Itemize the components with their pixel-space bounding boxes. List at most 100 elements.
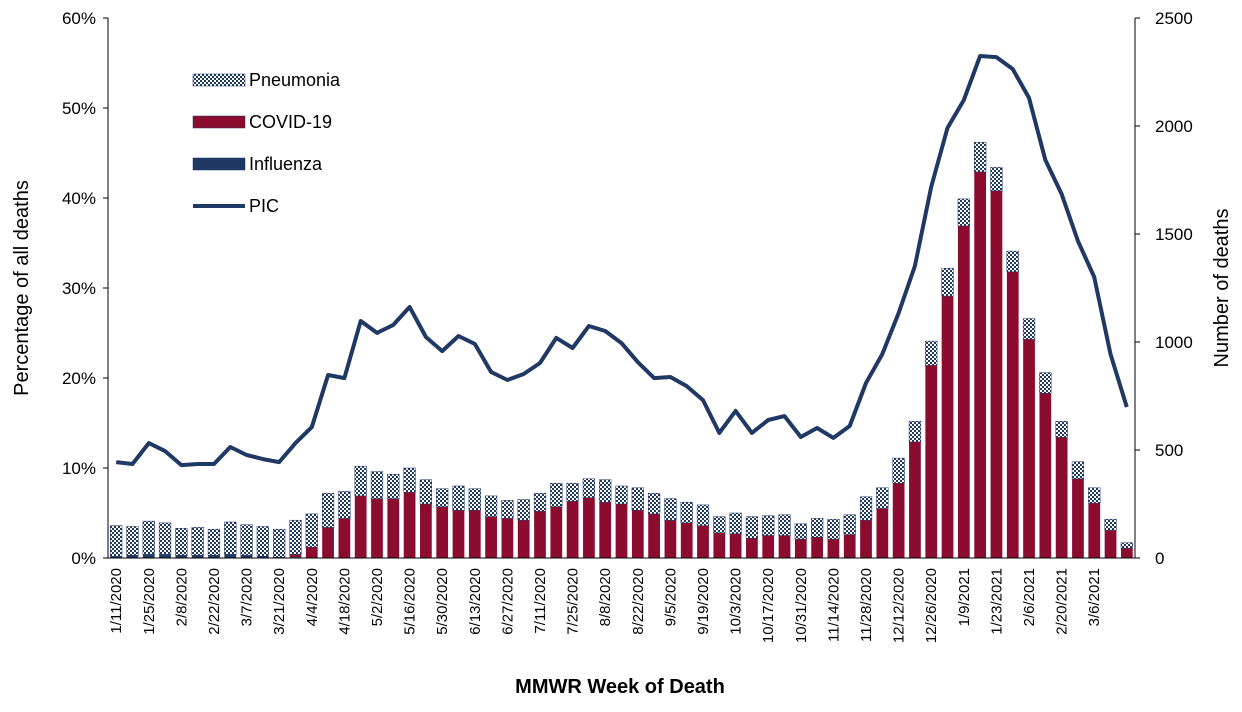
bar-segment xyxy=(1104,519,1117,531)
x-tick-label: 1/25/2020 xyxy=(141,568,158,635)
bar-segment xyxy=(273,528,286,558)
x-tick-label: 4/18/2020 xyxy=(336,568,353,635)
x-tick-label: 12/26/2020 xyxy=(923,568,940,643)
bar-segment xyxy=(126,555,139,558)
bar-segment xyxy=(484,495,498,517)
bar-segment xyxy=(909,441,921,558)
bar-segment xyxy=(191,555,204,558)
x-tick-label: 2/22/2020 xyxy=(206,568,223,635)
x-tick-label: 4/4/2020 xyxy=(304,568,321,626)
bar-segment xyxy=(1072,478,1084,558)
bar-segment xyxy=(843,534,856,558)
legend-swatch xyxy=(192,157,246,171)
bar-segment xyxy=(631,487,644,511)
bar-segment xyxy=(517,520,530,558)
bar-segment xyxy=(860,520,872,558)
bar-segment xyxy=(322,527,334,558)
bar-segment xyxy=(778,514,791,536)
bar-segment xyxy=(175,528,188,556)
x-tick-label: 2/20/2021 xyxy=(1054,568,1071,635)
legend-swatch xyxy=(192,115,246,129)
bar-segment xyxy=(403,492,416,558)
bar-segment xyxy=(1055,420,1068,438)
bar-segment xyxy=(794,523,807,540)
x-tick-label: 5/30/2020 xyxy=(434,568,451,635)
bar-segment xyxy=(859,496,873,521)
x-tick-label: 2/8/2020 xyxy=(173,568,190,626)
bar-segment xyxy=(648,513,660,558)
bar-segment xyxy=(354,465,367,497)
y-tick-label: 0% xyxy=(71,549,96,568)
bar-segment xyxy=(436,506,449,558)
y2-tick-label: 2500 xyxy=(1155,9,1193,28)
bar-segment xyxy=(1039,372,1052,394)
y-tick-label: 60% xyxy=(62,9,96,28)
bar-segment xyxy=(583,497,595,558)
x-tick-label: 9/5/2020 xyxy=(662,568,679,626)
bar-segment xyxy=(305,547,318,558)
bar-segment xyxy=(566,483,579,502)
x-tick-label: 12/12/2020 xyxy=(891,568,908,643)
bar-segment xyxy=(403,467,416,493)
x-tick-label: 3/7/2020 xyxy=(239,568,256,626)
bar-segment xyxy=(224,554,237,558)
bar-segment xyxy=(370,471,384,499)
bar-segment xyxy=(892,483,905,558)
x-tick-label: 10/17/2020 xyxy=(760,568,777,643)
x-tick-label: 11/14/2020 xyxy=(825,568,842,642)
bar-segment xyxy=(827,539,840,558)
bar-segment xyxy=(713,532,726,558)
bar-segment xyxy=(305,513,318,548)
bar-segment xyxy=(420,504,432,558)
bar-segment xyxy=(582,478,596,498)
y2-axis-title: Number of deaths xyxy=(1211,209,1233,368)
bar-segment xyxy=(664,498,677,521)
bar-segment xyxy=(371,498,383,558)
y-tick-label: 30% xyxy=(62,279,96,298)
bar-segment xyxy=(468,510,481,558)
bar-segment xyxy=(1006,271,1019,558)
bar-segment xyxy=(1071,461,1085,480)
bar-segment xyxy=(631,510,644,558)
x-tick-label: 10/3/2020 xyxy=(728,568,745,635)
bar-segment xyxy=(468,488,481,511)
bar-segment xyxy=(1104,530,1117,558)
bar-segment xyxy=(533,492,547,512)
bar-segment xyxy=(925,365,938,558)
x-tick-label: 1/11/2020 xyxy=(108,568,125,634)
x-tick-label: 7/11/2020 xyxy=(532,568,549,634)
bar-segment xyxy=(990,167,1003,192)
y2-tick-label: 1500 xyxy=(1155,225,1193,244)
bar-segment xyxy=(696,504,710,526)
bar-segment xyxy=(289,519,302,555)
bar-segment xyxy=(615,504,628,558)
bar-segment xyxy=(827,519,840,540)
bar-segment xyxy=(1006,250,1019,273)
bar-segment xyxy=(207,528,221,556)
bar-segment xyxy=(664,520,677,558)
x-tick-label: 5/16/2020 xyxy=(402,568,419,635)
y2-tick-label: 0 xyxy=(1155,549,1164,568)
bar-segment xyxy=(126,526,139,556)
bar-segment xyxy=(908,420,922,443)
bar-segment xyxy=(647,492,661,515)
bar-segment xyxy=(1039,393,1052,558)
bar-segment xyxy=(729,533,742,558)
bar-segment xyxy=(387,498,400,558)
x-tick-label: 6/27/2020 xyxy=(499,568,516,635)
bar-segment xyxy=(501,518,514,558)
bar-segment xyxy=(175,555,188,558)
legend-label: PIC xyxy=(249,196,279,216)
y-tick-label: 50% xyxy=(62,99,96,118)
bar-segment xyxy=(974,141,987,173)
y2-tick-label: 1000 xyxy=(1155,333,1193,352)
y-axis-title: Percentage of all deaths xyxy=(11,180,33,396)
bar-segment xyxy=(892,457,905,484)
bar-segment xyxy=(941,267,954,297)
bar-segment xyxy=(240,555,253,558)
bar-segment xyxy=(110,525,123,557)
y-tick-label: 40% xyxy=(62,189,96,208)
x-tick-label: 6/13/2020 xyxy=(467,568,484,635)
bar-segment xyxy=(974,171,987,558)
